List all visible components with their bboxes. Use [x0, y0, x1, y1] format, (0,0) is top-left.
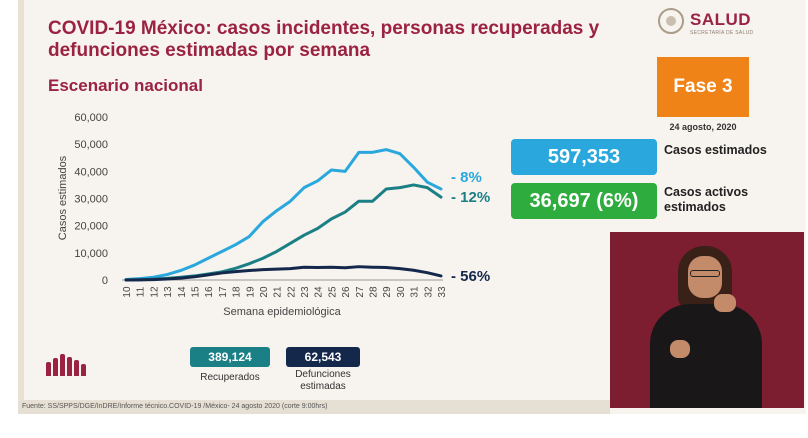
kpi-active-label: Casos activos estimados [664, 185, 749, 214]
series-end-label-1: - 12% [451, 189, 490, 206]
sign-language-interpreter-video [610, 232, 804, 408]
recovered-label: Recuperados [200, 372, 260, 383]
series-end-label-2: - 56% [451, 268, 490, 285]
x-tick-label: 23 [300, 286, 311, 298]
kpi-active-value: 36,697 (6%) [511, 183, 657, 219]
deaths-badge: 62,543 [286, 347, 360, 367]
x-tick-label: 21 [273, 286, 284, 298]
y-tick-label: 10,000 [74, 248, 108, 260]
y-tick-label: 50,000 [74, 139, 108, 151]
x-tick-label: 20 [259, 286, 270, 298]
x-tick-label: 17 [218, 286, 229, 298]
x-axis-label: Semana epidemiológica [223, 306, 341, 318]
series-group [124, 148, 443, 282]
recovered-badge: 389,124 [190, 347, 270, 367]
y-tick-label: 40,000 [74, 166, 108, 178]
x-tick-label: 24 [314, 286, 325, 298]
y-tick-label: 0 [102, 275, 108, 287]
series-line-2 [124, 265, 443, 282]
x-tick-label: 25 [327, 286, 338, 298]
x-tick-label: 33 [437, 286, 448, 298]
slide-subtitle: Escenario nacional [48, 76, 203, 95]
x-tick-label: 28 [369, 286, 380, 298]
seal-icon [658, 8, 684, 34]
x-tick-label: 26 [341, 286, 352, 298]
x-tick-label: 30 [396, 286, 407, 298]
series-end-label-0: - 8% [451, 169, 482, 186]
logo-subtext: SECRETARÍA DE SALUD [690, 30, 754, 36]
deaths-label: Defunciones estimadas [295, 369, 351, 392]
x-tick-label: 13 [163, 286, 174, 298]
x-tick-label: 18 [232, 286, 243, 298]
y-tick-label: 60,000 [74, 112, 108, 124]
slide-left-border [18, 0, 24, 414]
x-tick-label: 15 [190, 286, 201, 298]
x-tick-label: 11 [136, 286, 147, 297]
salud-logo: SALUD SECRETARÍA DE SALUD [658, 8, 778, 38]
x-axis: 10 11 12 13 14 15 16 17 18 19 20 21 22 23 24 25 26 27 28 29… [122, 286, 448, 298]
phase-badge: Fase 3 [657, 57, 749, 117]
x-tick-label: 31 [410, 286, 421, 298]
series-line-1 [124, 183, 443, 282]
y-tick-label: 30,000 [74, 194, 108, 206]
kpi-cases-value: 597,353 [511, 139, 657, 175]
x-tick-label: 27 [355, 286, 366, 298]
x-tick-label: 29 [382, 286, 393, 298]
x-tick-label: 16 [204, 286, 215, 298]
logo-name: SALUD [690, 10, 752, 29]
x-tick-label: 19 [245, 286, 256, 298]
x-tick-label: 32 [423, 286, 434, 298]
end-labels: - 8% - 12% - 56% [451, 169, 490, 285]
y-axis: 0 10,000 20,000 30,000 40,000 50,000 60,000 [74, 112, 443, 287]
y-tick-label: 20,000 [74, 221, 108, 233]
kpi-cases-label: Casos estimados [664, 143, 767, 157]
y-axis-label: Casos estimados [57, 155, 69, 240]
x-tick-label: 10 [122, 286, 133, 298]
x-tick-label: 14 [177, 286, 188, 298]
phase-date: 24 agosto, 2020 [669, 122, 737, 132]
x-tick-label: 12 [149, 286, 160, 298]
source-footer: Fuente: SS/SPPS/DGE/InDRE/Informe técnic… [18, 400, 610, 414]
heroes-emblem-icon [44, 352, 88, 376]
slide-title: COVID-19 México: casos incidentes, perso… [48, 18, 600, 61]
series-line-0 [124, 148, 443, 281]
x-tick-label: 22 [286, 286, 297, 298]
